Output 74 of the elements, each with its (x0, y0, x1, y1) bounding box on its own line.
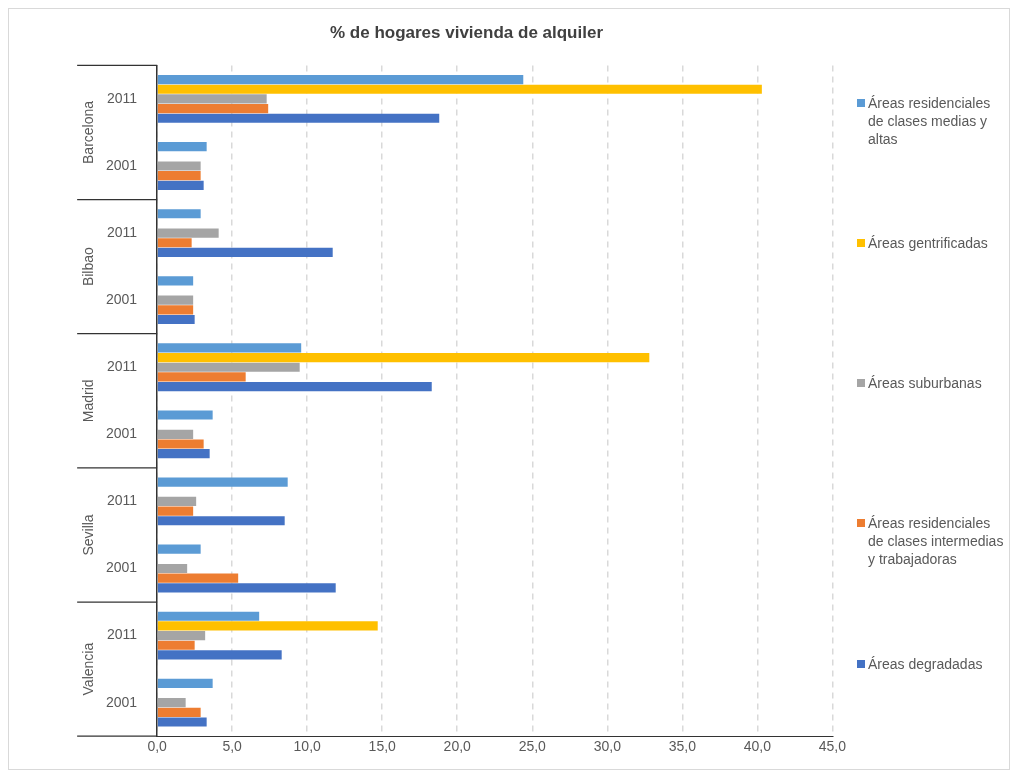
bar (157, 381, 432, 392)
bar (157, 75, 524, 85)
legend-label: Áreas residenciales de clases intermedias y trabajadoras (868, 514, 1005, 569)
bar (157, 228, 219, 238)
text: Sevilla (80, 514, 96, 556)
x-tick-label: 35,0 (668, 738, 697, 755)
y-tick-label: 2011 (107, 626, 138, 643)
bar (157, 707, 201, 717)
x-tick-label: 5,0 (222, 738, 243, 755)
bar (157, 410, 213, 420)
bar (157, 142, 207, 152)
bar (157, 449, 210, 459)
bar (157, 94, 267, 104)
bar (157, 506, 194, 516)
y-tick-label: 2001 (105, 156, 138, 173)
bar (157, 583, 336, 593)
bar (157, 630, 206, 641)
bar (157, 171, 201, 181)
bar (157, 104, 269, 114)
y-tick-label: 2001 (105, 693, 138, 710)
bar (157, 516, 285, 526)
text: Bilbao (80, 246, 96, 287)
legend-label: Áreas degradadas (868, 654, 983, 673)
bar (157, 563, 188, 574)
bar (157, 353, 650, 363)
y-tick-label: 2011 (107, 492, 138, 509)
bar (157, 429, 194, 439)
bar (157, 678, 213, 688)
bar (157, 717, 207, 727)
bar (157, 84, 762, 94)
bar (157, 698, 186, 708)
x-tick-label: 25,0 (518, 738, 547, 755)
bar (157, 621, 378, 631)
x-tick-label: 0,0 (147, 738, 168, 755)
bar (157, 314, 195, 325)
y-tick-label: 2001 (105, 425, 138, 442)
bar (157, 161, 201, 171)
y-tick-label: 2011 (107, 358, 138, 375)
y-tick-label: 2001 (105, 559, 138, 576)
x-tick-label: 45,0 (818, 738, 847, 755)
bar (157, 640, 195, 650)
x-tick-label: 15,0 (368, 738, 397, 755)
x-tick-label: 10,0 (293, 738, 322, 755)
y-tick-label: 2011 (107, 89, 138, 106)
legend-label: Áreas suburbanas (868, 374, 982, 393)
bar (157, 113, 440, 123)
chart-title: % de hogares vivienda de alquiler (329, 22, 604, 42)
bar (157, 180, 204, 190)
y-tick-label: 2011 (107, 223, 138, 240)
legend-label: Áreas residenciales de clases medias y altas (868, 94, 992, 148)
bar (157, 611, 260, 621)
x-tick-label: 20,0 (443, 738, 472, 755)
bar (157, 477, 288, 487)
bar (157, 650, 282, 660)
bar (157, 544, 201, 554)
bar (157, 295, 194, 305)
bar (157, 573, 239, 583)
bar (157, 343, 302, 353)
text: Valencia (80, 642, 96, 696)
bar (157, 496, 197, 507)
bar (157, 305, 194, 315)
bar (157, 247, 333, 258)
legend-label: Áreas gentrificadas (868, 234, 988, 253)
y-tick-label: 2001 (105, 291, 138, 308)
text: Barcelona (80, 100, 96, 164)
bar (157, 238, 192, 248)
bar (157, 439, 204, 449)
bar (157, 372, 246, 382)
bar (157, 362, 300, 372)
text: Madrid (80, 379, 96, 423)
bar (157, 209, 201, 219)
x-tick-label: 40,0 (743, 738, 772, 755)
x-tick-label: 30,0 (593, 738, 622, 755)
bar (157, 276, 194, 286)
